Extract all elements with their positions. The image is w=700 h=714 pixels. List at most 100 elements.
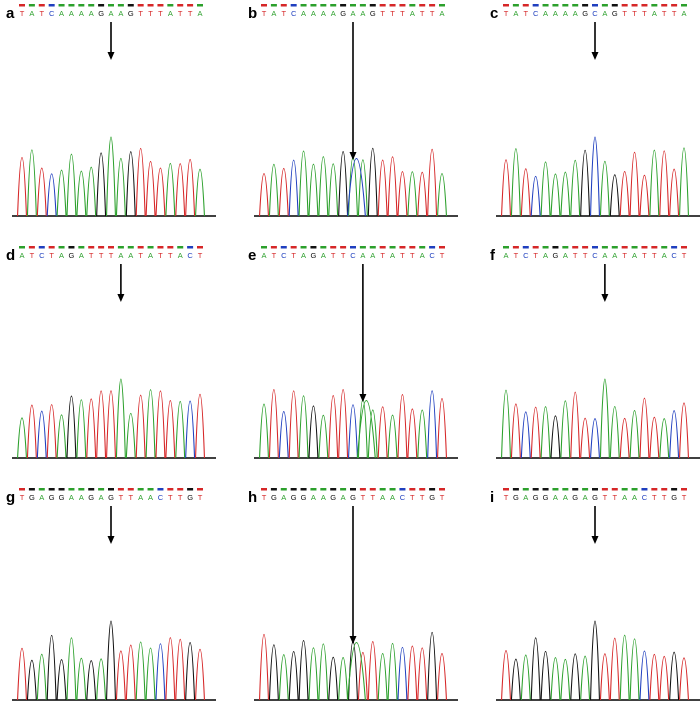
peak-a [619,634,630,701]
quality-bar [552,4,559,7]
peak-t [115,650,126,701]
peak-t [599,653,610,701]
peak-a [145,389,156,459]
base-letter: A [321,9,326,18]
peak-a [560,659,571,701]
peak-t [96,390,107,459]
base-letter: T [20,493,25,502]
quality-bar [78,246,85,249]
quality-bar [503,4,509,7]
base-letter: G [29,493,35,502]
base-letter: A [523,493,528,502]
base-letter: A [563,251,568,260]
quality-bar [19,488,25,491]
peak-c [397,646,408,701]
peak-t [659,656,670,701]
quality-bar [350,4,356,7]
peak-g [590,620,600,701]
peak-a [387,414,398,459]
peak-g [328,657,339,701]
chromatogram-trace [17,620,205,701]
quality-bar [137,488,144,491]
peak-t [165,400,176,459]
quality-bar [439,488,445,491]
peak-g [106,620,116,701]
peak-t [397,393,408,459]
quality-bar [280,488,287,491]
base-letter: C [523,251,529,260]
panel-label: h [248,489,257,506]
quality-bar [369,246,376,249]
panel-label: e [248,247,256,264]
peak-t [609,637,620,701]
quality-bar [88,488,95,491]
quality-bar [552,488,559,491]
base-letter: C [281,251,287,260]
peak-a [520,654,531,701]
base-letter: T [390,9,395,18]
chromatogram-trace [501,620,689,701]
quality-bar [177,488,184,491]
base-letter: A [612,251,617,260]
base-letter: T [662,9,667,18]
quality-bar [532,488,539,491]
peak-a [195,168,205,217]
quality-bar [117,488,124,491]
quality-bar [661,4,668,7]
base-letter: G [429,493,435,502]
quality-bar [512,4,519,7]
quality-bar [379,246,386,249]
base-letter: A [301,9,306,18]
peak-a [308,163,319,217]
peak-t [135,147,146,217]
peak-a [328,163,339,217]
base-letter: T [672,9,677,18]
base-letter: T [380,9,385,18]
base-letter: C [187,251,193,260]
base-letter: T [119,493,124,502]
base-letter: C [291,9,297,18]
peak-a [259,403,269,459]
peak-t [580,418,591,459]
peak-t [195,393,205,459]
quality-bar [157,246,164,249]
panel-label: i [490,489,494,506]
quality-bar [167,488,174,491]
peak-a [165,162,176,217]
base-letter: T [632,9,637,18]
quality-bar [28,488,35,491]
peak-a [510,148,521,217]
base-letter: G [592,493,598,502]
peak-a [357,159,368,217]
quality-bar [359,4,366,7]
chromatogram-trace [501,136,689,217]
quality-bar [48,4,55,7]
peak-t [649,653,660,701]
chromatogram-trace [259,388,447,459]
peak-t [669,168,680,217]
peak-a [540,406,551,459]
peak-a [76,399,87,459]
base-letter: C [400,493,406,502]
quality-bar [399,246,406,249]
peak-t [155,167,166,217]
base-letter: G [88,493,94,502]
peak-g [338,151,349,217]
base-letter: A [321,251,326,260]
peak-g [510,658,521,701]
peak-g [427,631,438,701]
quality-bar [127,246,134,249]
panel-label: c [490,5,498,22]
arrow-head [107,52,115,60]
peak-a [387,643,398,701]
peak-t [407,645,418,701]
peak-c [427,390,438,459]
base-letter: T [188,9,193,18]
peak-g [669,651,680,701]
